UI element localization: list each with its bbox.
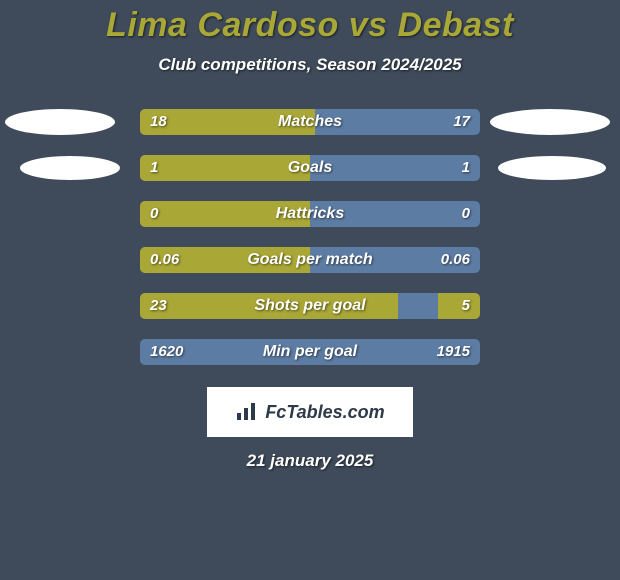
bar-left-fill — [140, 247, 310, 273]
page-subtitle: Club competitions, Season 2024/2025 — [0, 55, 620, 75]
player-ellipse-left — [20, 156, 120, 180]
bar-track — [140, 293, 480, 319]
bar-left-fill — [140, 109, 315, 135]
bar-track — [140, 201, 480, 227]
stat-row: Shots per goal235 — [0, 293, 620, 319]
player-ellipse-right — [498, 156, 606, 180]
stat-row: Hattricks00 — [0, 201, 620, 227]
bar-track — [140, 247, 480, 273]
bar-track — [140, 155, 480, 181]
stat-row: Goals11 — [0, 155, 620, 181]
bar-track — [140, 339, 480, 365]
page-title: Lima Cardoso vs Debast — [0, 6, 620, 45]
stat-row: Matches1817 — [0, 109, 620, 135]
stat-rows: Matches1817 Goals11 Hattricks00 Goals per m… — [0, 109, 620, 365]
stat-row: Min per goal16201915 — [0, 339, 620, 365]
player-ellipse-right — [490, 109, 610, 135]
bar-right-fill — [438, 293, 481, 319]
bar-left-fill — [140, 155, 310, 181]
comparison-infographic: Lima Cardoso vs Debast Club competitions… — [0, 0, 620, 580]
footer-date: 21 january 2025 — [0, 451, 620, 471]
bar-chart-icon — [235, 400, 259, 424]
stat-row: Goals per match0.060.06 — [0, 247, 620, 273]
bar-left-fill — [140, 201, 310, 227]
logo-box: FcTables.com — [207, 387, 413, 437]
player-ellipse-left — [5, 109, 115, 135]
bar-track — [140, 109, 480, 135]
logo-text: FcTables.com — [265, 402, 384, 423]
bar-left-fill — [140, 293, 398, 319]
